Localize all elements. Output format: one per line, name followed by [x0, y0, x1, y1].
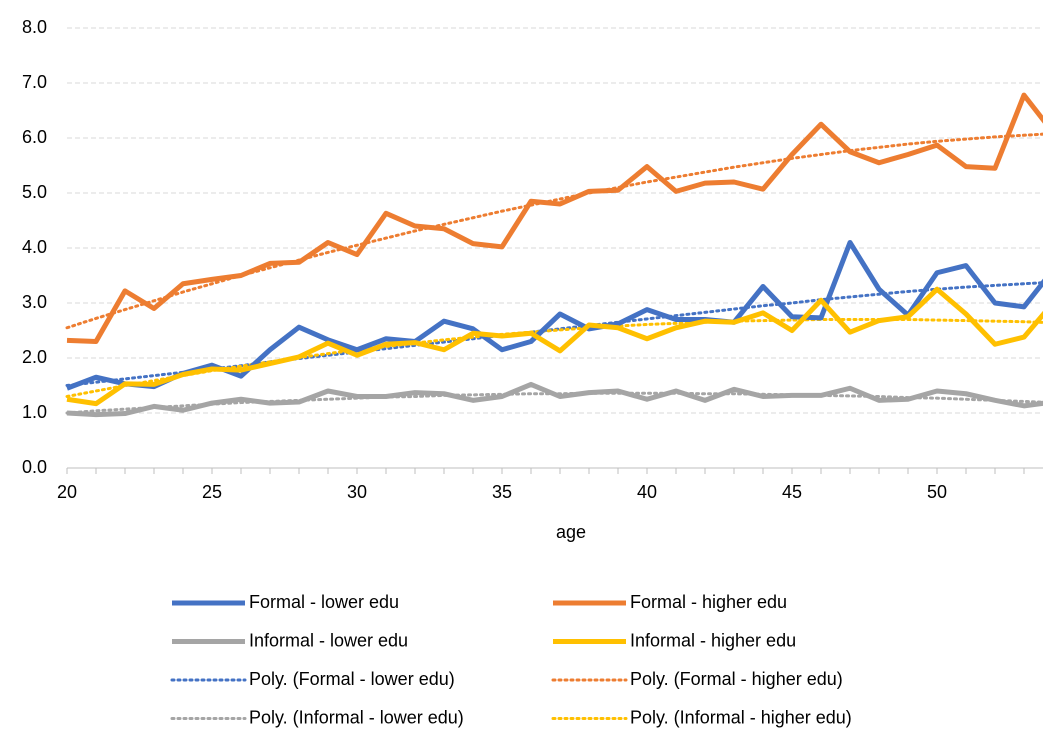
legend-label: Poly. (Formal - lower edu): [249, 669, 455, 689]
y-tick-label: 2.0: [22, 347, 47, 367]
legend-label: Poly. (Informal - lower edu): [249, 707, 464, 727]
x-tick-label: 50: [927, 482, 947, 502]
legend-label: Informal - lower edu: [249, 630, 408, 650]
y-tick-label: 6.0: [22, 127, 47, 147]
legend-label: Poly. (Informal - higher edu): [630, 707, 852, 727]
y-tick-label: 8.0: [22, 17, 47, 37]
x-tick-label: 40: [637, 482, 657, 502]
x-tick-label: 35: [492, 482, 512, 502]
legend-label: Poly. (Formal - higher edu): [630, 669, 843, 689]
y-tick-label: 5.0: [22, 182, 47, 202]
x-tick-label: 30: [347, 482, 367, 502]
x-tick-label: 20: [57, 482, 77, 502]
series-line: [66, 92, 1043, 344]
x-tick-label: 45: [782, 482, 802, 502]
legend-label: Formal - higher edu: [630, 592, 787, 612]
series-line: [66, 240, 1043, 391]
plot-lines: [65, 92, 1043, 418]
series-line: [66, 286, 1043, 407]
y-tick-label: 3.0: [22, 292, 47, 312]
legend-label: Formal - lower edu: [249, 592, 399, 612]
y-tick-label: 7.0: [22, 72, 47, 92]
x-axis-label: age: [556, 522, 586, 542]
x-tick-label: 25: [202, 482, 222, 502]
trend-line: [65, 391, 1043, 415]
legend-label: Informal - higher edu: [630, 630, 796, 650]
series-line: [66, 381, 1043, 418]
trend-line: [65, 132, 1043, 330]
y-tick-label: 4.0: [22, 237, 47, 257]
y-tick-label: 1.0: [22, 402, 47, 422]
y-tick-label: 0.0: [22, 457, 47, 477]
